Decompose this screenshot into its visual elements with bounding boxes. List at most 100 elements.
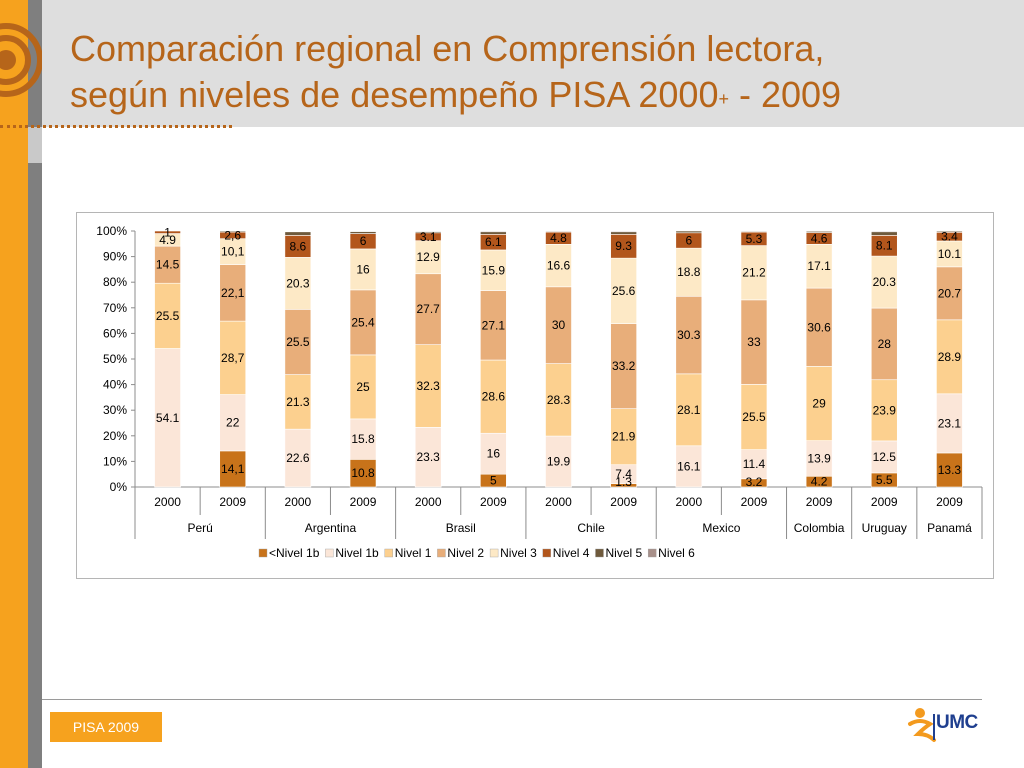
y-tick-label: 30% — [103, 403, 127, 417]
bar-segment — [219, 238, 247, 265]
bar-segment — [675, 445, 703, 488]
y-tick-label: 40% — [103, 378, 127, 392]
y-tick-label: 50% — [103, 352, 127, 366]
title-line-2-end: - 2009 — [729, 74, 842, 115]
side-gray-block — [28, 127, 42, 163]
side-gray-bar — [28, 0, 42, 768]
bar-segment — [870, 379, 898, 442]
x-year-label: 2009 — [936, 495, 963, 509]
data-label: 9.3 — [615, 239, 632, 253]
data-label: 29 — [812, 397, 826, 411]
bar-segment — [870, 231, 898, 236]
x-year-label: 2009 — [741, 495, 768, 509]
data-label: 18.8 — [677, 265, 701, 279]
bar-segment — [284, 231, 312, 236]
data-label: 4.6 — [811, 231, 828, 245]
legend-swatch — [325, 548, 334, 558]
bar-segment — [349, 289, 377, 356]
bar-segment — [675, 247, 703, 297]
bar-segment — [480, 231, 507, 235]
bar-segment — [219, 264, 247, 322]
bar-segment — [870, 440, 898, 474]
y-tick-label: 10% — [103, 454, 127, 468]
x-year-label: 2000 — [415, 495, 442, 509]
legend-swatch — [384, 548, 393, 558]
data-label: 7.4 — [615, 467, 632, 481]
bar-segment — [284, 309, 312, 375]
data-label: 10,1 — [221, 245, 245, 259]
bar-segment — [610, 231, 637, 235]
data-label: 33.2 — [612, 359, 636, 373]
x-year-label: 2000 — [545, 495, 572, 509]
bar-segment — [480, 432, 507, 475]
data-label: 25.6 — [612, 284, 636, 298]
data-label: 4.2 — [811, 475, 828, 489]
bar-segment — [414, 273, 442, 345]
bar-segment — [414, 427, 442, 488]
data-label: 15.9 — [482, 263, 506, 277]
data-label: 25.5 — [156, 309, 180, 323]
stacked-bar-chart: 0% 10% 20% 30% 40% 50% 60% 70% 80% 90% 100% 2000 200… — [96, 224, 983, 560]
data-label: 16.6 — [547, 259, 571, 273]
x-country-label: Chile — [577, 521, 605, 535]
legend-swatch — [437, 548, 446, 558]
data-label: 54.1 — [156, 411, 180, 425]
legend-label: Nivel 4 — [553, 546, 590, 560]
data-label: 13.3 — [938, 463, 962, 477]
x-year-label: 2009 — [219, 495, 246, 509]
bar-segment — [870, 230, 898, 233]
x-year-label: 2009 — [806, 495, 833, 509]
data-label: 5.3 — [746, 232, 763, 246]
y-tick-label: 80% — [103, 275, 127, 289]
slide-title: Comparación regional en Comprensión lect… — [70, 26, 990, 118]
data-label: 21.2 — [742, 266, 766, 280]
umc-logo-icon — [906, 704, 986, 744]
bar-segment — [545, 244, 572, 288]
x-year-label: 2009 — [871, 495, 898, 509]
y-tick-label: 60% — [103, 326, 127, 340]
data-label: 6 — [360, 234, 367, 248]
x-country-label: Uruguay — [862, 521, 907, 535]
data-label: 25.4 — [351, 315, 375, 329]
data-label: 6.1 — [485, 235, 502, 249]
x-year-label: 2000 — [675, 495, 702, 509]
data-label: 16 — [487, 447, 501, 461]
bar-segment — [805, 244, 833, 289]
bar-segment — [480, 290, 507, 361]
data-label: 27.1 — [482, 318, 506, 332]
data-label: 25.5 — [286, 335, 310, 349]
bar-segment — [349, 459, 377, 488]
legend-swatch — [595, 548, 604, 558]
data-label: 5 — [490, 474, 497, 488]
bar-segment — [480, 230, 507, 233]
side-accent-bar — [0, 0, 28, 768]
y-tick-label: 70% — [103, 301, 127, 315]
data-label: 21.9 — [612, 430, 636, 444]
data-label: 8.1 — [876, 239, 893, 253]
legend-swatch — [258, 548, 268, 558]
data-label: 17.1 — [807, 259, 831, 273]
bar-segment — [480, 249, 507, 291]
data-label: 22 — [226, 416, 240, 430]
data-label: 5.5 — [876, 473, 893, 487]
data-label: 14,1 — [221, 462, 245, 476]
bar-segment — [936, 319, 963, 395]
data-label: 3.1 — [420, 230, 437, 244]
bar-segment — [349, 230, 377, 232]
data-label: 3.2 — [746, 475, 763, 489]
legend-swatch — [647, 548, 657, 558]
data-label: 3.4 — [941, 230, 958, 244]
bar-segment — [219, 394, 247, 452]
data-label: 30 — [552, 318, 566, 332]
bar-segment — [936, 240, 963, 268]
data-label: 27.7 — [417, 302, 441, 316]
x-country-label: Mexico — [702, 521, 740, 535]
data-label: 12.9 — [417, 250, 441, 264]
footer-rule — [42, 699, 982, 700]
data-label: 19.9 — [547, 455, 571, 469]
data-label: 4.8 — [550, 231, 567, 245]
data-label: 33 — [747, 335, 761, 349]
legend-label: Nivel 1 — [395, 546, 432, 560]
data-label: 20.7 — [938, 286, 962, 300]
bar-segment — [219, 450, 247, 488]
